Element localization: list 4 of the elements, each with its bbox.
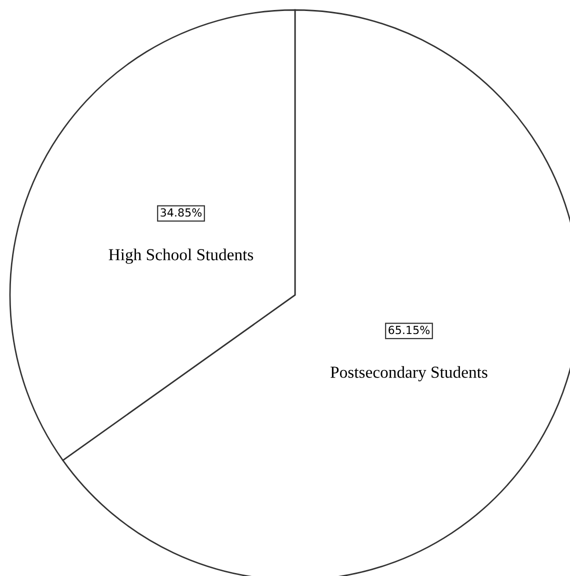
slice-label: Postsecondary Students — [330, 366, 488, 382]
slice-label: High School Students — [108, 248, 254, 264]
data-label: 65.15% — [388, 326, 430, 334]
data-label: 34.85% — [160, 208, 202, 217]
